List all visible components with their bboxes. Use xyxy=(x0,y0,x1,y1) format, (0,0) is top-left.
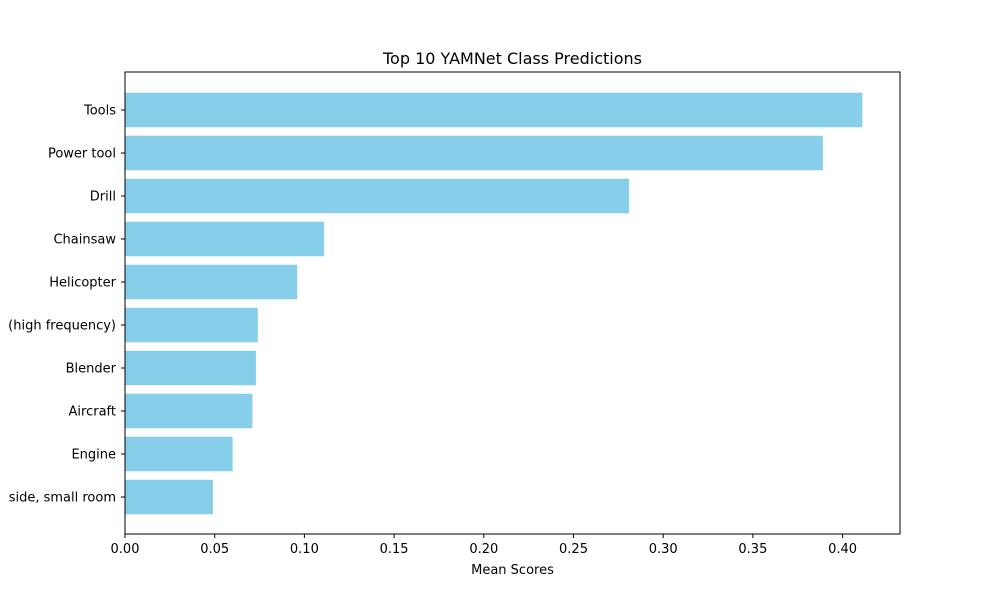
x-tick-label-0: 0.00 xyxy=(111,542,140,557)
x-tick-label-1: 0.05 xyxy=(200,542,229,557)
bar-5 xyxy=(125,307,258,343)
y-tick-label-6: Blender xyxy=(66,362,117,377)
bar-8 xyxy=(125,436,233,472)
x-tick-label-3: 0.15 xyxy=(380,542,409,557)
y-tick-label-2: Drill xyxy=(90,190,116,205)
x-tick-label-2: 0.10 xyxy=(290,542,319,557)
x-tick-label-7: 0.35 xyxy=(738,542,767,557)
x-tick-label-8: 0.40 xyxy=(828,542,857,557)
y-tick-label-3: Chainsaw xyxy=(53,233,116,248)
x-axis-label: Mean Scores xyxy=(471,563,554,578)
bar-7 xyxy=(125,393,253,429)
y-tick-label-8: Engine xyxy=(71,448,116,463)
y-tick-label-1: Power tool xyxy=(48,147,116,162)
bar-0 xyxy=(125,92,863,128)
y-tick-label-5: (high frequency) xyxy=(8,319,116,334)
bar-9 xyxy=(125,479,213,515)
x-tick-label-6: 0.30 xyxy=(649,542,678,557)
bar-2 xyxy=(125,178,630,214)
bar-3 xyxy=(125,221,325,257)
y-tick-label-9: side, small room xyxy=(9,491,116,506)
x-tick-label-5: 0.25 xyxy=(559,542,588,557)
y-tick-label-0: Tools xyxy=(83,104,116,119)
x-axis-ticks: 0.00 0.05 0.10 0.15 0.20 0.25 0.30 0.35 0.40 xyxy=(111,534,857,557)
bar-6 xyxy=(125,350,256,386)
y-tick-label-7: Aircraft xyxy=(69,405,116,420)
bars-layer xyxy=(125,92,863,515)
plot-frame xyxy=(124,71,901,535)
bar-1 xyxy=(125,135,823,171)
y-axis-ticks: Tools Power tool Drill Chainsaw Helicopter (h… xyxy=(8,104,125,506)
x-tick-label-4: 0.20 xyxy=(469,542,498,557)
bar-4 xyxy=(125,264,298,300)
y-tick-label-4: Helicopter xyxy=(49,276,116,291)
chart-title: Top 10 YAMNet Class Predictions xyxy=(382,49,642,68)
